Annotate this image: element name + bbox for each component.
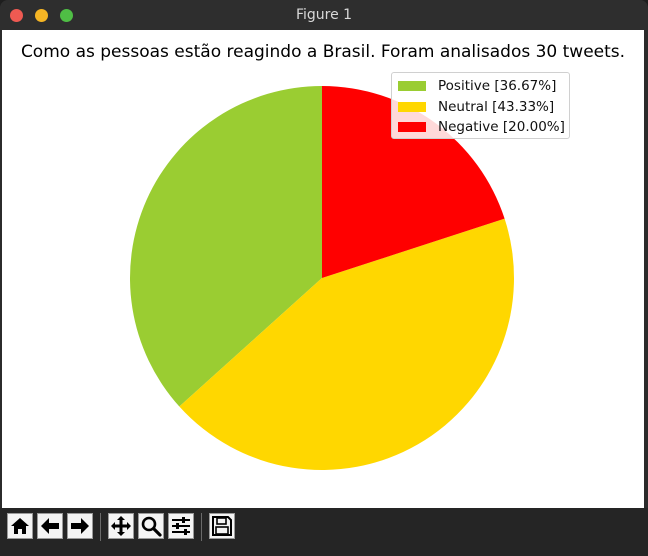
magnifier-icon xyxy=(141,516,162,537)
home-icon xyxy=(11,518,29,534)
chart-legend: Positive [36.67%] Neutral [43.33%] Negativ… xyxy=(391,72,570,139)
forward-button[interactable] xyxy=(67,513,93,539)
legend-label: Negative [20.00%] xyxy=(438,119,565,135)
toolbar-separator xyxy=(100,513,101,541)
close-window-button[interactable] xyxy=(10,9,23,22)
pan-button[interactable] xyxy=(108,513,134,539)
sliders-icon xyxy=(172,517,190,535)
legend-swatch xyxy=(398,122,426,132)
legend-swatch xyxy=(398,81,426,91)
pie-slice-negative xyxy=(322,86,505,278)
legend-item: Neutral [43.33%] xyxy=(398,98,554,116)
navigation-toolbar xyxy=(0,508,648,556)
legend-label: Neutral [43.33%] xyxy=(438,98,555,115)
pie-chart xyxy=(130,86,514,471)
pie-slice-neutral xyxy=(179,218,514,471)
chart-title: Como as pessoas estão reagindo a Brasil.… xyxy=(20,42,626,62)
legend-label: Positive [36.67%] xyxy=(438,78,557,94)
arrow-right-icon xyxy=(71,518,89,534)
back-button[interactable] xyxy=(37,513,63,539)
move-icon xyxy=(111,516,131,536)
zoom-button[interactable] xyxy=(138,513,164,539)
pie-slice-positive xyxy=(130,86,322,407)
configure-subplots-button[interactable] xyxy=(168,513,194,539)
home-button[interactable] xyxy=(7,513,33,539)
floppy-disk-icon xyxy=(212,516,232,536)
toolbar-separator xyxy=(201,513,202,541)
minimize-window-button[interactable] xyxy=(35,9,48,22)
legend-swatch xyxy=(398,101,426,112)
arrow-left-icon xyxy=(41,518,59,534)
title-bar: Figure 1 xyxy=(0,0,648,30)
legend-item: Positive [36.67%] xyxy=(398,77,556,95)
legend-item: Negative [20.00%] xyxy=(398,118,565,136)
figure-canvas: Como as pessoas estão reagindo a Brasil.… xyxy=(2,30,644,508)
save-button[interactable] xyxy=(209,513,235,539)
maximize-window-button[interactable] xyxy=(60,9,73,22)
window-title: Figure 1 xyxy=(295,7,353,23)
